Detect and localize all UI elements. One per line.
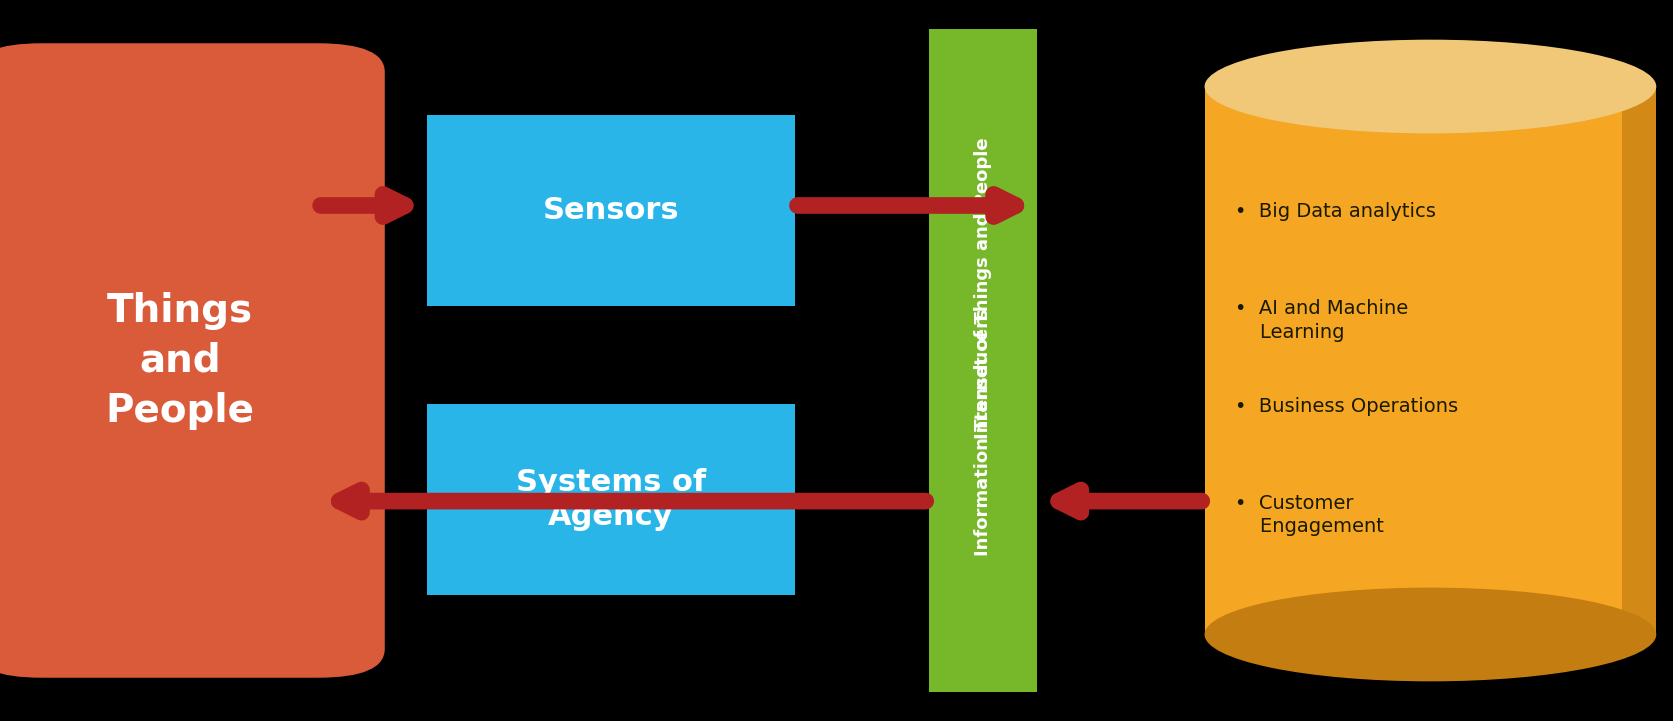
Ellipse shape	[1205, 588, 1656, 681]
Ellipse shape	[1205, 40, 1656, 133]
Text: •  Big Data analytics: • Big Data analytics	[1235, 202, 1435, 221]
Text: Things
and
People: Things and People	[105, 291, 254, 430]
Text: Systems of
Agency: Systems of Agency	[515, 468, 706, 531]
Text: •  AI and Machine
    Learning: • AI and Machine Learning	[1235, 299, 1409, 342]
Text: Sensors: Sensors	[542, 196, 679, 226]
FancyBboxPatch shape	[0, 43, 385, 678]
Bar	[1205, 87, 1656, 634]
Text: •  Customer
    Engagement: • Customer Engagement	[1235, 494, 1384, 536]
Bar	[427, 115, 795, 306]
Text: •  Business Operations: • Business Operations	[1235, 397, 1457, 415]
Bar	[1623, 87, 1656, 634]
Text: Internet of Things and People: Internet of Things and People	[974, 138, 992, 439]
Bar	[929, 29, 1037, 692]
Bar	[427, 404, 795, 595]
Text: Information Transducers: Information Transducers	[974, 309, 992, 557]
